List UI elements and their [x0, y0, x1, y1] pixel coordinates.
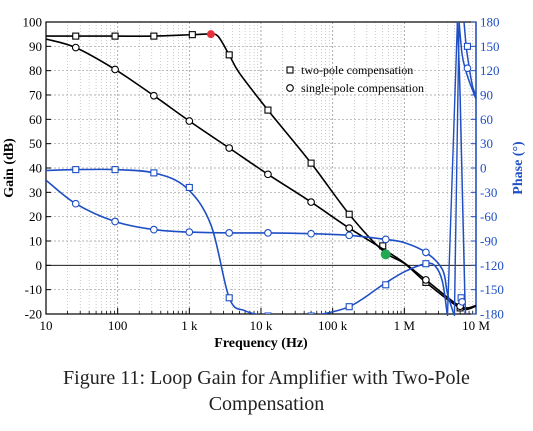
- y-left-tick-label: 80: [29, 63, 42, 78]
- series-marker-square: [264, 312, 272, 314]
- series-marker-square: [225, 294, 233, 302]
- series-line-2: [46, 168, 449, 314]
- legend-marker-circle: [286, 84, 294, 92]
- series-marker-square: [72, 32, 80, 40]
- red-dot: [206, 30, 215, 39]
- x-tick-label: 10: [40, 318, 53, 333]
- y-left-axis-label: Gain (dB): [2, 138, 17, 198]
- legend-label-1: single-pole compensation: [301, 81, 424, 95]
- series-marker-circle: [185, 117, 194, 125]
- series-right-square-2: [46, 166, 449, 314]
- phase-marker-circle: [458, 297, 466, 306]
- y-left-tick-label: 20: [29, 209, 42, 224]
- phase-jump-line-1: [453, 21, 460, 317]
- phase-marker-square: [463, 42, 472, 50]
- series-marker-circle: [71, 199, 80, 208]
- series-marker-square: [150, 169, 158, 177]
- series-marker-circle: [150, 225, 158, 234]
- phase-marker-circle: [463, 64, 472, 73]
- series-marker-circle: [185, 228, 194, 236]
- y-left-tick-label: 100: [23, 15, 43, 30]
- y-left-tick-label: 50: [29, 136, 42, 151]
- series-marker-square: [111, 166, 119, 174]
- series-marker-square: [264, 106, 272, 114]
- figure-caption-line-1: Figure 11: Loop Gain for Amplifier with …: [63, 367, 470, 389]
- legend-label-0: two-pole compensation: [301, 63, 413, 77]
- y-right-tick-label: -90: [480, 234, 497, 249]
- series-marker-circle: [345, 231, 354, 240]
- x-tick-label: 10 M: [462, 318, 490, 333]
- series-marker-square: [345, 210, 353, 218]
- loop-gain-chart: 10 100 1 k 10 k 100 k 1 M 10 M -20 -10 0 10 20 30 40 5…: [2, 15, 526, 352]
- y-left-tick-label: 10: [29, 234, 42, 249]
- y-left-tick-label: 60: [29, 112, 42, 127]
- y-left-tick-label: 70: [29, 88, 42, 103]
- grid: [45, 21, 477, 315]
- y-left-tick-label: 90: [29, 39, 42, 54]
- y-right-tick-label: -180: [480, 307, 504, 322]
- series-marker-circle: [71, 43, 80, 52]
- figure-caption-line-2: Compensation: [208, 393, 325, 415]
- y-right-tick-label: -120: [480, 258, 504, 273]
- x-tick-label: 10 k: [250, 318, 273, 333]
- series-marker-square: [188, 31, 196, 39]
- y-left-tick-label: 40: [29, 161, 42, 176]
- series-marker-circle: [307, 229, 315, 238]
- y-right-tick-label: 0: [480, 161, 487, 176]
- legend-marker-square: [286, 66, 294, 74]
- plot-series: [46, 21, 476, 317]
- series-marker-circle: [264, 229, 272, 237]
- series-marker-circle: [264, 170, 272, 179]
- x-tick-label: 1 M: [394, 318, 416, 333]
- series-marker-square: [111, 32, 119, 40]
- series-marker-square: [150, 32, 158, 40]
- series-marker-square: [307, 159, 315, 167]
- y-right-tick-label: 90: [480, 88, 493, 103]
- green-dot: [380, 249, 391, 260]
- x-tick-label: 1 k: [181, 318, 198, 333]
- y-right-tick-label: -150: [480, 282, 504, 297]
- series-marker-square: [307, 312, 315, 314]
- x-axis-label: Frequency (Hz): [214, 336, 308, 351]
- series-marker-circle: [111, 65, 119, 74]
- series-marker-circle: [225, 144, 234, 152]
- series-right-circle-3: [46, 179, 455, 314]
- y-right-axis-label: Phase (°): [511, 141, 526, 195]
- y-left-tick-label: -20: [25, 307, 42, 322]
- phase-jump-line-0: [446, 21, 459, 317]
- y-right-tick-label: -60: [480, 209, 497, 224]
- series-marker-square: [185, 183, 193, 192]
- series-marker-square: [422, 260, 430, 268]
- y-right-tick-label: 60: [480, 112, 493, 127]
- series-marker-circle: [422, 276, 430, 284]
- y-left-tick-label: -10: [25, 282, 42, 297]
- series-marker-circle: [225, 229, 234, 237]
- y-left-tick-label: 0: [36, 258, 43, 273]
- x-tick-label: 100: [108, 318, 128, 333]
- y-left-tick-label: 30: [29, 185, 42, 200]
- y-right-tick-label: 150: [480, 39, 500, 54]
- series-marker-circle: [381, 235, 390, 244]
- series-marker-circle: [111, 217, 119, 226]
- y-right-tick-label: 30: [480, 136, 493, 151]
- y-right-tick-label: 120: [480, 63, 500, 78]
- series-marker-circle: [150, 91, 158, 100]
- legend: two-pole compensation single-pole compens…: [286, 63, 424, 95]
- series-marker-circle: [422, 248, 430, 257]
- series-marker-square: [72, 166, 80, 174]
- series-marker-circle: [307, 198, 315, 206]
- x-tick-label: 100 k: [318, 318, 348, 333]
- series-marker-square: [225, 51, 233, 59]
- series-marker-square: [382, 281, 390, 289]
- series-marker-circle: [345, 224, 354, 232]
- series-marker-square: [345, 303, 353, 311]
- series-left-circle-1: [46, 38, 476, 311]
- y-right-tick-label: -30: [480, 185, 497, 200]
- y-right-tick-label: 180: [480, 15, 500, 30]
- axes: 10 100 1 k 10 k 100 k 1 M 10 M -20 -10 0 10 20 30 40 5…: [2, 15, 526, 352]
